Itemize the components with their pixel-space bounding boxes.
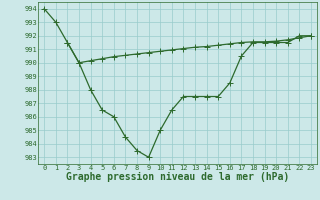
X-axis label: Graphe pression niveau de la mer (hPa): Graphe pression niveau de la mer (hPa) <box>66 172 289 182</box>
